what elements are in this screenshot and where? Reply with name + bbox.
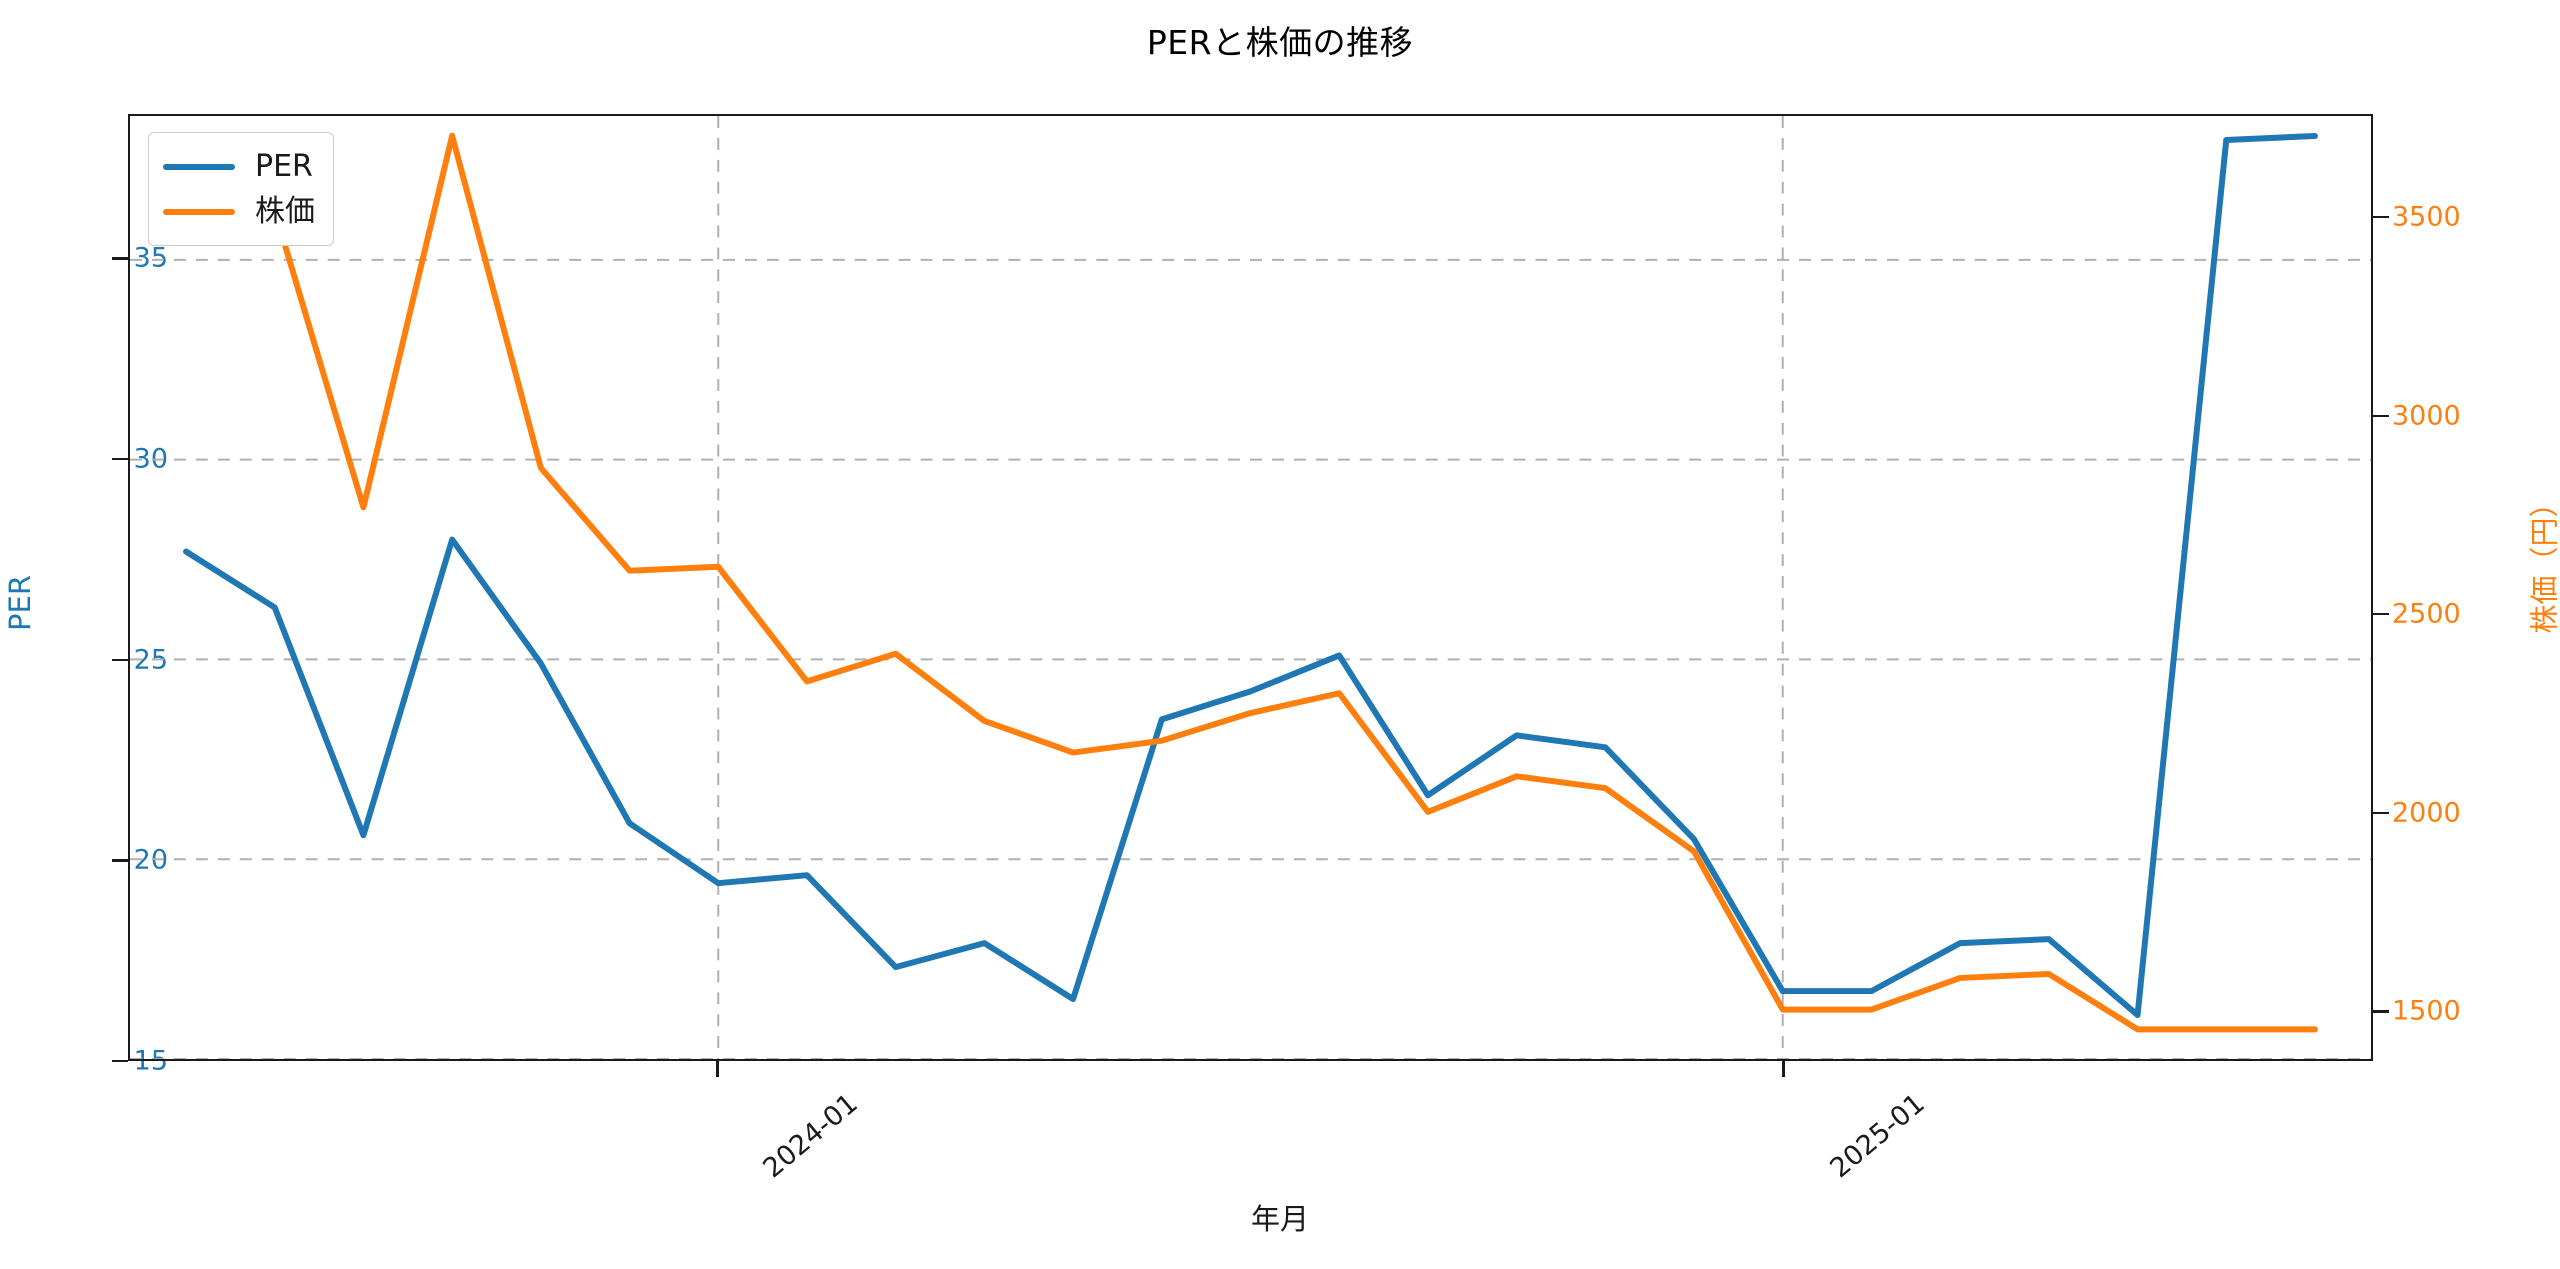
data-lines bbox=[183, 132, 2318, 1033]
y-tick-left-20: 20 bbox=[133, 844, 168, 876]
y-tick-right-3500: 3500 bbox=[2392, 201, 2461, 233]
y-tick-mark-left bbox=[112, 1059, 128, 1063]
y-tick-right-3000: 3000 bbox=[2392, 400, 2461, 432]
y-tick-right-2500: 2500 bbox=[2392, 598, 2461, 630]
legend-item-PER[interactable]: PER bbox=[163, 144, 315, 189]
legend-item-株価[interactable]: 株価 bbox=[163, 189, 315, 234]
y-tick-right-1500: 1500 bbox=[2392, 995, 2461, 1027]
legend: PER 株価 bbox=[148, 132, 334, 246]
x-tick-mark bbox=[1782, 1061, 1785, 1077]
y-tick-left-35: 35 bbox=[133, 242, 168, 274]
plot-area bbox=[128, 114, 2373, 1061]
y-tick-right-2000: 2000 bbox=[2392, 797, 2461, 829]
y-tick-mark-right bbox=[2373, 811, 2389, 815]
y-tick-mark-right bbox=[2373, 216, 2389, 219]
y-tick-left-15: 15 bbox=[133, 1045, 168, 1077]
x-tick-label-2024-01: 2024-01 bbox=[757, 1088, 865, 1185]
y-axis-left-label: PER bbox=[2, 575, 37, 631]
grid-lines bbox=[130, 116, 2371, 1059]
y-tick-mark-left bbox=[112, 457, 128, 461]
y-tick-mark-left bbox=[112, 257, 128, 260]
x-tick-label-2025-01: 2025-01 bbox=[1824, 1088, 1931, 1185]
y-tick-mark-left bbox=[112, 658, 128, 661]
series-line-PER bbox=[183, 132, 2318, 1019]
y-tick-mark-right bbox=[2373, 1010, 2389, 1013]
y-tick-mark-right bbox=[2373, 613, 2389, 616]
y-tick-mark-right bbox=[2373, 414, 2389, 417]
legend-label: PER bbox=[255, 148, 313, 184]
legend-swatch-icon bbox=[163, 208, 235, 215]
legend-swatch-icon bbox=[163, 163, 235, 170]
x-axis-label: 年月 bbox=[1250, 1202, 1309, 1236]
chart-title: PERと株価の推移 bbox=[1146, 23, 1414, 62]
series-line-株価 bbox=[183, 132, 2318, 1033]
y-tick-mark-left bbox=[112, 859, 128, 862]
x-tick-mark bbox=[716, 1061, 719, 1077]
y-axis-right-label: 株価（円） bbox=[2527, 488, 2560, 634]
legend-label: 株価 bbox=[255, 193, 315, 229]
